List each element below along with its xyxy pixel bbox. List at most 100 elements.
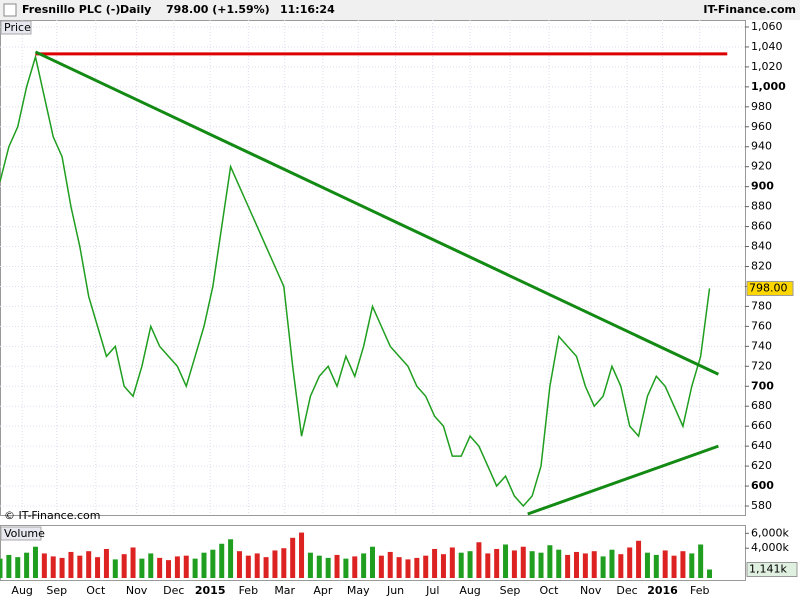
volume-bar [32, 546, 38, 578]
y-tick-label: 760 [751, 319, 772, 332]
volume-bar [680, 551, 686, 578]
volume-bar [299, 532, 305, 578]
volume-bar [121, 554, 127, 578]
period: Daily [120, 3, 151, 16]
volume-bar [343, 558, 349, 578]
y-tick-label: 660 [751, 419, 772, 432]
x-tick-label: Jul [425, 584, 439, 597]
x-tick-label: Sep [500, 584, 521, 597]
x-tick-label: Nov [126, 584, 148, 597]
volume-bar [361, 553, 367, 578]
y-tick-label: 1,020 [751, 60, 783, 73]
volume-bar [432, 548, 438, 578]
price-line [0, 53, 711, 508]
volume-bar [307, 552, 313, 578]
volume-bar [449, 547, 455, 578]
volume-bar [254, 553, 260, 578]
volume-bar [0, 558, 3, 578]
x-tick-label: Apr [313, 584, 333, 597]
volume-bar [653, 554, 659, 578]
volume-bar [609, 549, 615, 578]
volume-bar [600, 556, 606, 578]
volume-bar [192, 558, 198, 578]
volume-bar [467, 551, 473, 578]
volume-bar [547, 545, 553, 578]
last-price-label: 798.00 [749, 281, 788, 294]
y-tick-label: 940 [751, 140, 772, 153]
trendline [527, 444, 719, 516]
volume-bar [520, 546, 526, 578]
x-tick-label: Sep [46, 584, 67, 597]
y-tick-label: 640 [751, 439, 772, 452]
volume-bar [334, 554, 340, 578]
volume-bar [174, 556, 180, 578]
x-tick-label: Dec [163, 584, 184, 597]
y-tick-label: 820 [751, 260, 772, 273]
y-tick-label: 840 [751, 240, 772, 253]
y-tick-label: 860 [751, 220, 772, 233]
volume-bar [511, 550, 517, 578]
volume-bar [671, 555, 677, 578]
volume-bar [139, 558, 145, 578]
volume-bar [707, 569, 713, 578]
volume-bar [103, 548, 109, 578]
volume-bar [166, 560, 172, 578]
volume-bar [573, 551, 579, 578]
volume-bar [210, 549, 216, 578]
volume-label-box [0, 526, 42, 541]
y-tick-label: 780 [751, 299, 772, 312]
volume-bar [95, 557, 101, 578]
volume-bar [272, 550, 278, 578]
volume-bar [316, 555, 322, 578]
volume-bar [698, 544, 704, 578]
x-tick-label: Feb [239, 584, 258, 597]
volume-bar [352, 556, 358, 578]
volume-bar [644, 552, 650, 578]
volume-bar [627, 547, 633, 578]
y-tick-label: 980 [751, 100, 772, 113]
menu-icon[interactable] [3, 3, 17, 17]
y-tick-label: 680 [751, 399, 772, 412]
volume-bar [236, 551, 242, 578]
brand: IT-Finance.com [703, 3, 796, 16]
volume-panel-label: Volume [4, 527, 45, 540]
volume-bar [183, 555, 189, 578]
y-tick-label: 900 [751, 180, 774, 193]
volume-bar [618, 554, 624, 578]
y-tick-label: 960 [751, 120, 772, 133]
volume-bar [130, 547, 136, 578]
trendline [34, 50, 720, 376]
x-tick-label: Aug [11, 584, 32, 597]
volume-bar [494, 548, 500, 578]
volume-bar [281, 548, 287, 578]
x-tick-label: Oct [539, 584, 559, 597]
volume-bar [59, 557, 65, 578]
volume-bar [458, 552, 464, 578]
volume-bar [6, 554, 12, 578]
volume-bar [219, 543, 225, 578]
volume-bar [636, 540, 642, 578]
volume-bar [41, 553, 47, 578]
volume-bar [423, 555, 429, 578]
volume-bar [689, 553, 695, 578]
volume-bar [485, 553, 491, 578]
y-tick-label: 700 [751, 379, 774, 392]
volume-bar [148, 553, 154, 578]
volume-bar [440, 554, 446, 578]
volume-bar [50, 556, 56, 578]
x-tick-label: Aug [459, 584, 480, 597]
time: 11:16:24 [280, 3, 335, 16]
volume-bar [405, 559, 411, 578]
volume-bar [228, 539, 234, 578]
volume-bar [77, 555, 83, 578]
volume-bar [201, 552, 207, 578]
volume-bar [591, 551, 597, 578]
volume-bar [565, 554, 571, 578]
volume-bar [24, 552, 30, 578]
last-volume-box [746, 562, 798, 578]
y-tick-label: 620 [751, 459, 772, 472]
volume-bar [263, 557, 269, 578]
price-panel: 5806006206406606807007207407607808008208… [0, 20, 794, 597]
last-price-box [746, 280, 794, 296]
